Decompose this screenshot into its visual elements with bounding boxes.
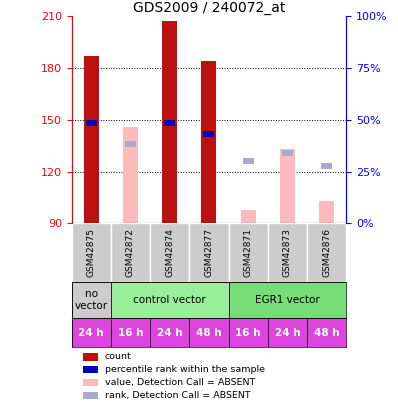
Text: GSM42875: GSM42875 [87, 228, 96, 277]
Bar [228, 318, 268, 347]
Bar [268, 318, 307, 347]
Text: 48 h: 48 h [196, 328, 222, 337]
Bar [164, 120, 175, 126]
Text: GSM42872: GSM42872 [126, 228, 135, 277]
Bar [125, 141, 136, 147]
Bar [123, 127, 138, 224]
Text: percentile rank within the sample: percentile rank within the sample [105, 365, 265, 374]
Bar [83, 366, 98, 373]
Text: rank, Detection Call = ABSENT: rank, Detection Call = ABSENT [105, 391, 250, 400]
Bar [83, 392, 98, 399]
Text: 24 h: 24 h [78, 328, 104, 337]
Bar [228, 282, 346, 318]
Text: GSM42874: GSM42874 [165, 228, 174, 277]
Bar [72, 318, 111, 347]
Bar [321, 163, 332, 169]
Text: EGR1 vector: EGR1 vector [255, 295, 320, 305]
Bar [319, 201, 334, 224]
Bar [150, 318, 189, 347]
Bar [268, 224, 307, 282]
Bar [150, 224, 189, 282]
Title: GDS2009 / 240072_at: GDS2009 / 240072_at [133, 1, 285, 15]
Text: 24 h: 24 h [275, 328, 300, 337]
Bar [72, 282, 111, 318]
Bar [72, 224, 111, 282]
Text: count: count [105, 352, 131, 361]
Bar [189, 224, 228, 282]
Bar [307, 224, 346, 282]
Text: GSM42873: GSM42873 [283, 228, 292, 277]
Bar [111, 224, 150, 282]
Bar [83, 379, 98, 386]
Text: 16 h: 16 h [118, 328, 143, 337]
Text: value, Detection Call = ABSENT: value, Detection Call = ABSENT [105, 378, 255, 387]
Bar [203, 130, 215, 136]
Text: GSM42876: GSM42876 [322, 228, 331, 277]
Bar [111, 318, 150, 347]
Bar [280, 149, 295, 224]
Bar [86, 120, 97, 126]
Text: control vector: control vector [133, 295, 206, 305]
Text: GSM42877: GSM42877 [205, 228, 213, 277]
Bar [228, 224, 268, 282]
Text: 16 h: 16 h [236, 328, 261, 337]
Bar [189, 318, 228, 347]
Bar [201, 61, 217, 224]
Bar [84, 56, 99, 224]
Bar [282, 149, 293, 156]
Text: no
vector: no vector [75, 289, 108, 311]
Bar [307, 318, 346, 347]
Bar [111, 282, 228, 318]
Text: 48 h: 48 h [314, 328, 339, 337]
Bar [241, 210, 256, 224]
Bar [162, 21, 177, 224]
Text: GSM42871: GSM42871 [244, 228, 253, 277]
Text: 24 h: 24 h [157, 328, 183, 337]
Bar [243, 158, 254, 164]
Bar [83, 353, 98, 360]
